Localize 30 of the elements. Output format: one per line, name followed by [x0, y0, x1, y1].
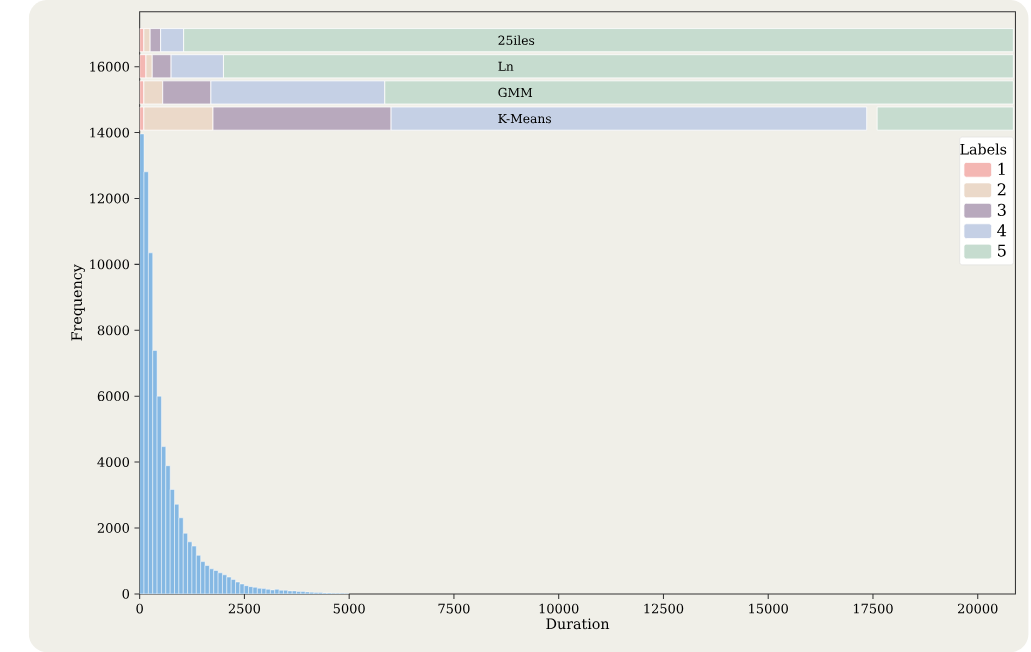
legend-label: 3 [997, 203, 1006, 216]
x-tick-label: 12500 [644, 603, 684, 614]
x-axis-title: Duration [546, 618, 610, 630]
y-tick-label: 6000 [97, 391, 130, 401]
x-tick-label: 2500 [228, 603, 261, 614]
y-tick-label: 0 [122, 588, 130, 599]
category-label: Ln [498, 61, 514, 71]
y-tick-label: 4000 [97, 457, 130, 467]
x-tick-label: 5000 [333, 603, 365, 614]
legend-title: Labels [960, 143, 1007, 155]
x-tick-label: 7500 [438, 603, 470, 614]
legend-label: 5 [998, 244, 1006, 257]
y-tick-label: 14000 [90, 127, 130, 138]
legend-label: 4 [997, 224, 1007, 237]
y-tick-label: 10000 [90, 259, 130, 270]
x-tick-label: 17500 [853, 603, 893, 614]
y-tick-label: 8000 [97, 325, 130, 336]
category-label: GMM [498, 87, 533, 97]
y-axis-title: Frequency [71, 264, 85, 341]
x-tick-label: 20000 [957, 603, 998, 614]
x-tick-label: 0 [136, 603, 143, 614]
y-tick-label: 12000 [90, 193, 130, 204]
y-tick-label: 2000 [97, 522, 130, 533]
legend-label: 1 [998, 162, 1005, 175]
category-label: K-Means [498, 113, 551, 124]
y-tick-label: 16000 [90, 61, 130, 72]
category-label: 25iles [498, 35, 535, 45]
x-tick-label: 15000 [749, 603, 788, 614]
x-tick-label: 10000 [539, 603, 579, 614]
legend-label: 2 [997, 183, 1006, 196]
